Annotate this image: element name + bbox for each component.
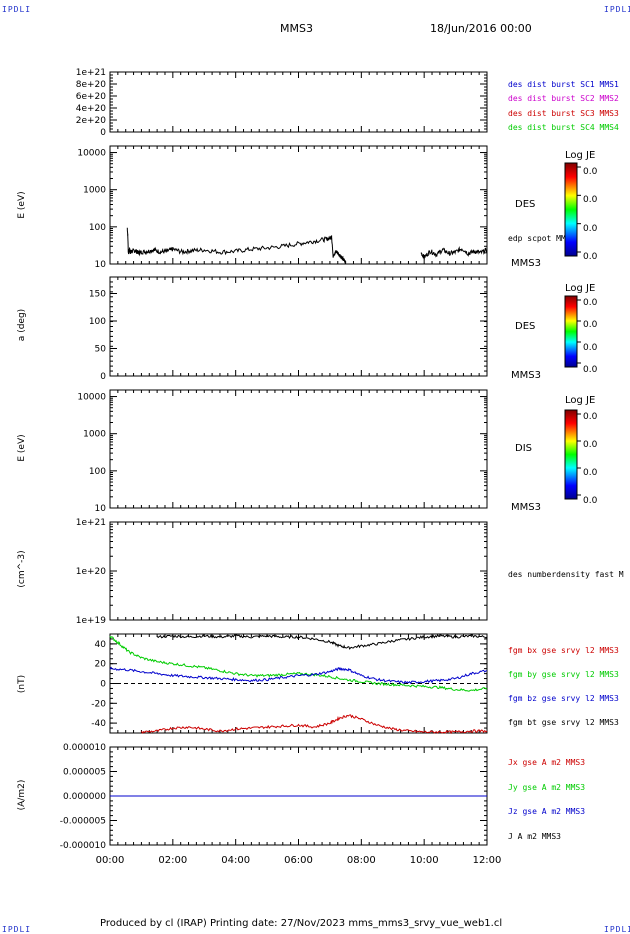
side-label-p3: DES (515, 321, 536, 332)
legend-p1-1: des dist burst SC2 MMS2 (508, 94, 619, 103)
corner-mark-tl: IPDLI (2, 5, 32, 14)
x-tick-label: 04:00 (221, 855, 250, 866)
y-tick-label-p6: -20 (91, 699, 106, 709)
legend-p1-2: des dist burst SC3 MMS3 (508, 109, 619, 118)
legend-p7-1: Jy gse A m2 MMS3 (508, 783, 586, 792)
legend-p6-0: fgm bx gse srvy l2 MMS3 (508, 646, 619, 655)
panel-frame-3 (109, 276, 488, 377)
x-tick-label: 02:00 (158, 855, 187, 866)
series-line-fgm-bz-gse-srvy-l2-MMS3 (109, 666, 488, 685)
y-tick-label-p7: 0.000010 (63, 743, 106, 753)
y-tick-label-p1: 6e+20 (76, 92, 107, 102)
cb-tick-p2-3: 0.0 (583, 252, 598, 262)
cb-title-p2: Log JE (565, 150, 596, 161)
cb-tick-p4-3: 0.0 (583, 496, 598, 506)
legend-p7-0: Jx gse A m2 MMS3 (508, 758, 586, 767)
cb-tick-p3-2: 0.0 (583, 343, 598, 353)
y-tick-label-p2: 10000 (77, 149, 106, 159)
x-tick-label: 06:00 (284, 855, 313, 866)
side-label-p4: DIS (515, 443, 532, 454)
y-tick-label-p2: 10 (95, 260, 107, 270)
colorbar-p4 (564, 409, 578, 500)
legend-p5-0: des numberdensity fast M (508, 570, 624, 579)
y-tick-label-p2: 1000 (83, 186, 106, 196)
sc-label-p3: MMS3 (511, 370, 541, 381)
panel-frame-2 (109, 145, 488, 265)
y-tick-label-p4: 10000 (77, 393, 106, 403)
corner-mark-br: IPDLI (604, 925, 630, 934)
scpot-line-segment-1 (126, 227, 347, 264)
panel-frame-5 (109, 521, 488, 621)
spacecraft-title: MMS3 (280, 22, 313, 35)
y-tick-label-p6: 20 (95, 660, 107, 670)
y-tick-label-p3: 0 (100, 372, 106, 382)
x-tick-label: 10:00 (410, 855, 439, 866)
y-tick-label-p5: 1e+20 (76, 567, 107, 577)
legend-p6-1: fgm by gse srvy l2 MMS3 (508, 670, 619, 679)
corner-mark-bl: IPDLI (2, 925, 32, 934)
colorbar-p2 (564, 162, 578, 257)
legend-p6-3: fgm bt gse srvy l2 MMS3 (508, 718, 619, 727)
y-tick-label-p3: 50 (95, 345, 107, 355)
legend-p6-2: fgm bz gse srvy l2 MMS3 (508, 694, 619, 703)
legend-p1-3: des dist burst SC4 MMS4 (508, 123, 619, 132)
y-tick-label-p1: 2e+20 (76, 116, 107, 126)
legend-p7-2: Jz gse A m2 MMS3 (508, 807, 586, 816)
y-tick-label-p4: 100 (89, 467, 106, 477)
series-line-fgm-by-gse-srvy-l2-MMS3 (109, 635, 488, 692)
x-tick-label: 08:00 (347, 855, 376, 866)
panel-frame-4 (109, 389, 488, 509)
legend-p7-3: J A m2 MMS3 (508, 832, 561, 841)
series-line-fgm-bx-gse-srvy-l2-MMS3 (140, 714, 488, 735)
y-tick-label-p3: 100 (89, 317, 106, 327)
cb-title-p4: Log JE (565, 395, 596, 406)
y-tick-label-p5: 1e+19 (76, 616, 107, 626)
legend-p1-0: des dist burst SC1 MMS1 (508, 80, 619, 89)
y-tick-label-p4: 1000 (83, 430, 106, 440)
cb-title-p3: Log JE (565, 283, 596, 294)
footer-text: Produced by cl (IRAP) Printing date: 27/… (100, 918, 503, 929)
scpot-line-segment-2 (420, 245, 488, 260)
y-tick-label-p2: 100 (89, 223, 106, 233)
y-tick-label-p1: 1e+21 (76, 68, 106, 78)
cb-tick-p2-0: 0.0 (583, 167, 598, 177)
y-tick-label-p7: 0.000000 (63, 792, 106, 802)
y-tick-label-p6: -40 (91, 719, 106, 729)
y-tick-label-p4: 10 (95, 504, 107, 514)
y-tick-label-p5: 1e+21 (76, 518, 106, 528)
date-title: 18/Jun/2016 00:00 (430, 22, 532, 35)
panel-frame-1 (109, 71, 488, 133)
side-label-p2: DES (515, 199, 536, 210)
cb-tick-p4-1: 0.0 (583, 440, 598, 450)
cb-tick-p4-0: 0.0 (583, 412, 598, 422)
sc-label-p4: MMS3 (511, 502, 541, 513)
y-tick-label-p1: 0 (100, 128, 106, 138)
y-tick-label-p3: 150 (89, 290, 106, 300)
sc-label-p2: MMS3 (511, 258, 541, 269)
y-tick-label-p7: -0.000005 (60, 817, 106, 827)
cb-tick-p4-2: 0.0 (583, 468, 598, 478)
x-tick-label: 12:00 (473, 855, 502, 866)
cb-tick-p3-0: 0.0 (583, 298, 598, 308)
series-line-fgm-bt-gse-srvy-l2-MMS3 (156, 634, 488, 650)
line-label-p2: edp scpot MMS3 (508, 234, 576, 243)
y-tick-label-p7: 0.000005 (63, 768, 106, 778)
corner-mark-tr: IPDLI (604, 5, 630, 14)
x-tick-label: 00:00 (96, 855, 125, 866)
cb-tick-p2-1: 0.0 (583, 195, 598, 205)
y-tick-label-p6: 0 (100, 680, 106, 690)
cb-tick-p3-1: 0.0 (583, 320, 598, 330)
y-tick-label-p6: 40 (95, 640, 107, 650)
cb-tick-p2-2: 0.0 (583, 224, 598, 234)
cb-tick-p3-3: 0.0 (583, 365, 598, 375)
colorbar-p3 (564, 295, 578, 368)
y-tick-label-p1: 4e+20 (76, 104, 107, 114)
y-tick-label-p7: -0.000010 (60, 841, 106, 851)
y-tick-label-p1: 8e+20 (76, 80, 107, 90)
